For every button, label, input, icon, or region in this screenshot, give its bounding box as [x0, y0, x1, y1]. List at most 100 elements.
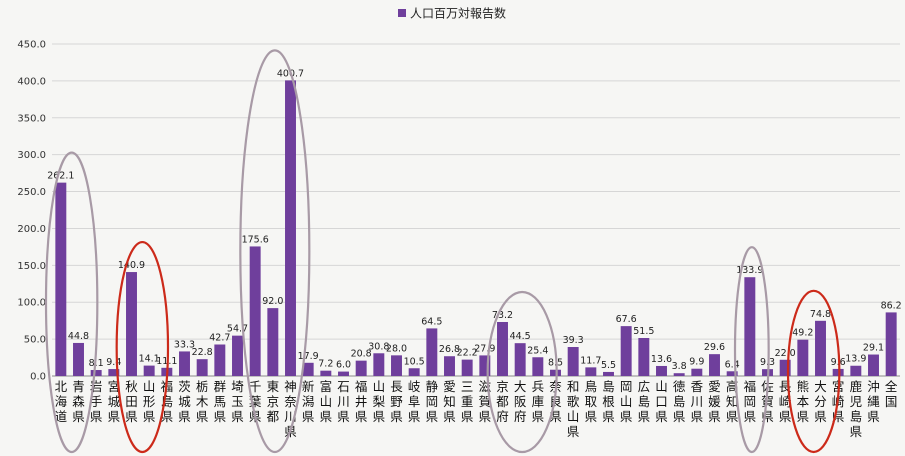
bar [815, 320, 826, 376]
data-label: 27.9 [474, 343, 495, 354]
bar [444, 356, 455, 376]
category-label: 香川県 [691, 379, 704, 424]
data-label: 13.9 [845, 354, 866, 365]
category-label: 広島県 [638, 379, 651, 424]
data-label: 25.4 [527, 345, 548, 356]
category-label: 徳島県 [673, 379, 686, 424]
highlight-oval [115, 240, 170, 454]
category-label: 愛知県 [443, 379, 456, 424]
bar [126, 272, 137, 376]
category-label: 福岡県 [744, 379, 757, 424]
category-label: 和歌山県 [567, 379, 580, 439]
category-label: 山形県 [143, 379, 156, 424]
bar [320, 370, 332, 376]
data-label: 29.6 [704, 342, 725, 353]
highlight-oval [486, 290, 558, 454]
legend: 人口百万対報告数 [398, 6, 506, 21]
category-label: 秋田県 [125, 379, 138, 424]
bar [673, 373, 685, 376]
data-label: 14.1 [139, 354, 160, 365]
data-label: 140.9 [118, 260, 145, 271]
bar [691, 368, 703, 376]
bar [885, 312, 897, 376]
highlight-oval [44, 151, 99, 454]
bar [408, 368, 420, 376]
y-axis-ticks: 0.0 50.0 100.0 150.0 200.0 250.0 300.0 350.0 400… [17, 40, 46, 383]
data-label: 29.1 [863, 343, 884, 354]
data-label: 39.3 [563, 335, 584, 346]
category-label: 宮城県 [108, 379, 121, 424]
highlight-oval [786, 289, 841, 454]
bar [214, 344, 226, 376]
data-label: 49.2 [792, 328, 813, 339]
bar [90, 370, 102, 376]
data-label: 9.9 [689, 357, 704, 368]
data-label: 86.2 [881, 300, 902, 311]
bar [797, 339, 809, 376]
category-label: 鹿児島県 [850, 379, 863, 439]
y-tick-label: 0.0 [30, 372, 46, 383]
y-tick-label: 450.0 [17, 40, 46, 51]
category-label: 沖縄県 [867, 379, 880, 424]
data-label: 54.7 [227, 324, 248, 335]
data-label: 33.3 [174, 339, 195, 350]
category-label: 岐阜県 [408, 379, 421, 424]
category-label: 長野県 [390, 379, 403, 424]
bar [179, 351, 190, 376]
y-tick-label: 200.0 [17, 224, 46, 235]
data-label: 30.8 [368, 341, 389, 352]
gridlines [52, 43, 900, 377]
bar [779, 359, 791, 376]
category-label: 埼玉県 [231, 379, 244, 424]
highlight-ovals [44, 49, 841, 454]
bar [232, 335, 243, 376]
data-label: 6.4 [725, 359, 740, 370]
category-label: 山口県 [655, 379, 668, 424]
data-label: 11.7 [580, 355, 601, 366]
y-tick-label: 300.0 [17, 150, 46, 161]
data-label: 44.8 [68, 331, 89, 342]
data-labels: 262.144.88.1 9.4140.914.111.133.322.842.7… [47, 68, 902, 372]
bar [461, 359, 473, 376]
bar [532, 357, 544, 376]
data-label: 92.0 [262, 296, 283, 307]
highlight-oval [733, 246, 770, 454]
bar [656, 365, 667, 376]
category-label: 石川県 [337, 379, 350, 424]
y-tick-label: 400.0 [17, 76, 46, 87]
category-label: 愛媛県 [708, 379, 721, 424]
data-label: 133.9 [736, 265, 763, 276]
data-label: 262.1 [47, 171, 74, 182]
y-tick-label: 250.0 [17, 187, 46, 198]
y-tick-label: 150.0 [17, 261, 46, 272]
data-label: 42.7 [209, 332, 230, 343]
category-label: 静岡県 [426, 379, 439, 424]
bar [638, 338, 650, 376]
bar [709, 354, 720, 376]
bar [73, 342, 84, 376]
highlight-oval [239, 49, 311, 454]
bar [514, 343, 526, 376]
bar [726, 371, 738, 376]
bar [620, 326, 632, 376]
category-label: 栃木県 [196, 379, 209, 424]
bar [108, 369, 120, 376]
category-label: 奈良県 [549, 379, 562, 424]
data-label: 67.6 [616, 314, 637, 325]
bar [567, 347, 579, 376]
bar [426, 328, 438, 376]
category-label: 兵庫県 [532, 379, 545, 424]
bar [391, 355, 402, 376]
bar [550, 369, 561, 376]
data-label: 44.5 [510, 331, 531, 342]
x-axis-categories: 北海道青森県岩手県宮城県秋田県山形県福島県茨城県栃木県群馬県埼玉県千葉県東京都神… [55, 379, 898, 439]
category-label: 福井県 [355, 379, 368, 424]
data-label: 7.2 [318, 359, 333, 370]
bar [338, 371, 349, 376]
data-label: 17.9 [298, 351, 319, 362]
bars [55, 80, 897, 377]
bar [744, 277, 756, 376]
bar [850, 365, 862, 376]
bar [249, 246, 261, 376]
